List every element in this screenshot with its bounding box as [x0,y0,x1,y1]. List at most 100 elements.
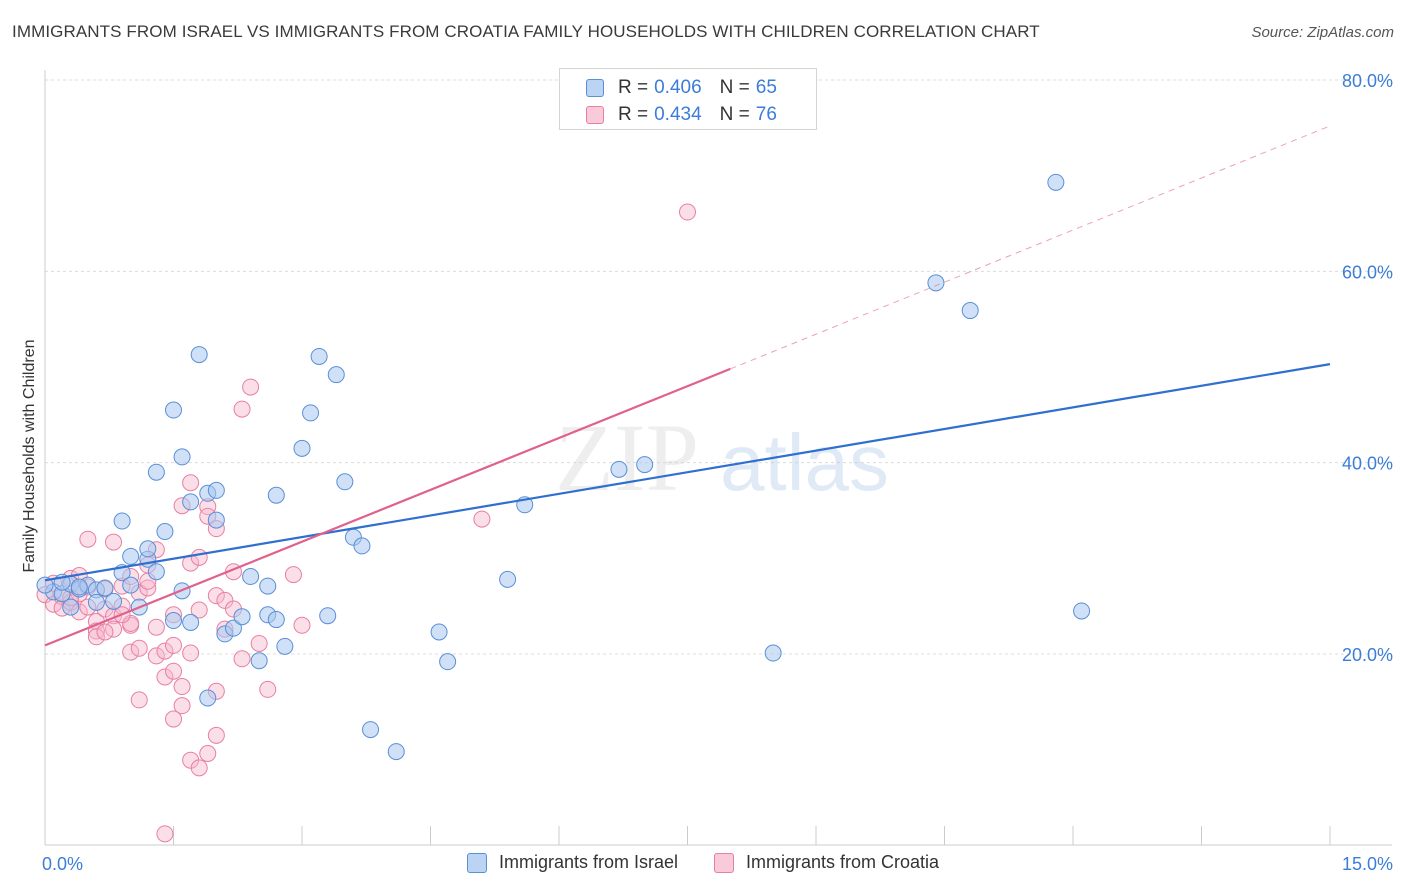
croatia-point-54 [165,710,182,728]
croatia-point-43 [233,650,251,668]
x-tick-label-max: 15.0% [1342,854,1393,874]
israel-legend-swatch [466,852,487,873]
israel-point-40 [302,404,320,422]
croatia-point-48 [284,566,302,584]
israel-point-58 [1047,173,1065,191]
croatia-point-50 [105,533,123,551]
israel-point-36 [267,611,285,629]
israel-point-57 [961,302,979,320]
croatia-trend-line [44,367,731,647]
y-tick-label-80: 80.0% [1342,71,1393,91]
croatia-point-67 [679,203,696,221]
legend-row-israel: R = 0.406 N = 65 [586,77,783,99]
israel-point-14 [139,540,157,558]
croatia-point-60 [156,825,174,843]
israel-point-15 [113,512,131,530]
croatia-point-27 [156,668,174,686]
israel-point-51 [499,570,517,588]
israel-r-label: R = [618,77,649,98]
israel-point-41 [310,347,328,365]
y-tick-label-20: 20.0% [1342,645,1393,665]
israel-point-28 [182,613,200,631]
croatia-point-28 [156,642,174,660]
stats-legend: R = 0.406 N = 65 R = 0.434 N = 76 [559,68,817,130]
croatia-r-value: 0.434 [654,104,702,125]
israel-point-7 [96,579,114,597]
israel-point-24 [207,481,225,499]
croatia-point-45 [242,378,260,396]
croatia-point-73 [165,636,182,654]
croatia-swatch [586,106,604,124]
croatia-point-25 [147,618,165,636]
israel-point-48 [387,743,405,761]
y-tick-label-60: 60.0% [1342,262,1393,282]
israel-point-50 [439,653,457,671]
source-label: Source: ZipAtlas.com [1251,24,1394,41]
israel-point-39 [293,439,311,457]
israel-point-47 [362,721,380,739]
y-tick-label-40: 40.0% [1342,454,1393,474]
croatia-point-30 [165,662,182,680]
croatia-point-55 [173,697,191,715]
israel-point-38 [267,486,285,504]
israel-point-27 [165,612,182,630]
croatia-legend-label: Immigrants from Croatia [746,852,940,872]
legend-item-croatia[interactable]: Immigrants from Croatia [714,852,939,873]
israel-point-13 [147,563,165,581]
israel-point-44 [336,473,354,491]
israel-point-42 [327,366,345,384]
israel-point-31 [233,608,251,626]
gridlines [45,79,1392,655]
croatia-point-39 [207,587,225,605]
croatia-point-51 [79,530,97,548]
tick-labels: 20.0% 40.0% 60.0% 80.0% 0.0% 15.0% [42,71,1393,874]
croatia-point-26 [147,647,165,665]
croatia-points [36,203,696,843]
croatia-point-57 [190,759,208,777]
axes [44,70,1392,846]
israel-point-59 [1073,602,1091,620]
croatia-n-label: N = [719,104,750,125]
israel-point-22 [182,493,200,511]
croatia-point-72 [96,623,114,641]
israel-trend-line [44,363,1331,582]
israel-n-value: 65 [755,77,777,98]
croatia-point-44 [233,400,251,418]
israel-point-60 [199,689,217,707]
israel-point-10 [122,576,140,594]
israel-point-21 [190,346,208,364]
croatia-point-21 [130,639,148,657]
watermark-zip: ZIP [555,404,699,511]
israel-point-53 [610,460,628,478]
israel-point-32 [242,568,260,586]
croatia-point-47 [259,680,277,698]
series-legend: Immigrants from Israel Immigrants from C… [0,852,1406,873]
israel-point-37 [276,637,294,655]
israel-point-43 [319,607,337,625]
israel-point-19 [165,401,182,419]
israel-n-label: N = [719,77,750,98]
israel-swatch [586,79,604,97]
legend-item-israel[interactable]: Immigrants from Israel [466,852,678,873]
israel-point-16 [122,547,140,565]
israel-point-49 [430,623,448,641]
israel-legend-label: Immigrants from Israel [498,852,678,872]
trend-lines [44,125,1331,647]
croatia-point-66 [473,510,491,528]
israel-point-63 [87,593,105,611]
croatia-point-62 [87,628,105,646]
israel-point-55 [764,644,782,662]
croatia-point-74 [182,644,200,662]
x-tick-label-min: 0.0% [42,854,83,874]
croatia-point-53 [130,691,148,709]
croatia-point-49 [293,616,311,634]
croatia-point-52 [122,614,140,632]
legend-row-croatia: R = 0.434 N = 76 [586,104,783,126]
croatia-point-46 [250,634,268,652]
israel-point-20 [173,448,191,466]
croatia-n-value: 76 [755,104,777,125]
croatia-trend-extension [730,125,1331,370]
israel-point-17 [156,523,174,541]
croatia-r-label: R = [618,104,649,125]
israel-point-30 [224,619,242,637]
